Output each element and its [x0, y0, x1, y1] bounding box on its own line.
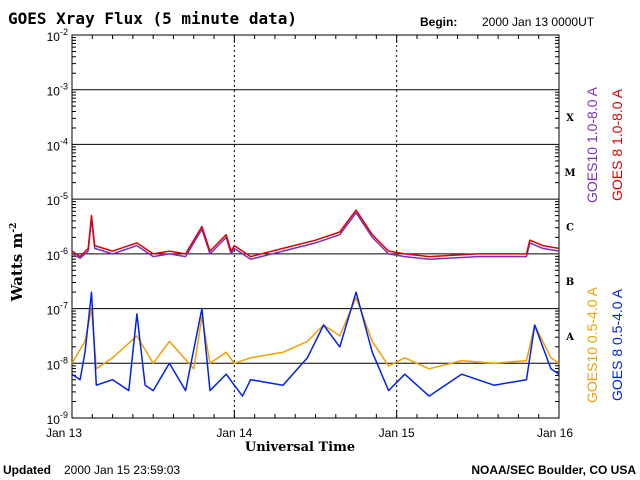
legend-entry: GOES 8 0.5-4.0 A [609, 288, 625, 401]
x-tick-label: Jan 15 [379, 426, 415, 440]
x-axis-label: Universal Time [245, 440, 355, 455]
y-tick-label: 10-5 [47, 191, 68, 208]
x-tick-label: Jan 16 [537, 426, 573, 440]
updated-label: Updated [3, 463, 51, 477]
y-axis-label: Watts m-2 [8, 223, 26, 303]
chart-title: GOES Xray Flux (5 minute data) [8, 9, 297, 28]
flare-class-labels: X M C B A [564, 113, 575, 343]
updated-value: 2000 Jan 15 23:59:03 [64, 463, 180, 477]
flare-class-label: A [565, 332, 574, 343]
legend-entry: GOES10 1.0-8.0 A [584, 86, 600, 203]
series-line-0 [71, 212, 560, 261]
y-tick-label: 10-3 [47, 82, 68, 99]
begin-label: Begin: [420, 15, 457, 29]
y-tick-label: 10-7 [47, 301, 68, 318]
flare-class-label: M [564, 168, 575, 179]
y-tick-label: 10-6 [47, 246, 68, 263]
x-tick-label: Jan 14 [216, 426, 252, 440]
series-line-1 [71, 209, 560, 258]
y-axis-label-text: Watts m [8, 233, 26, 303]
flare-class-label: X [566, 113, 574, 124]
grid-lines [72, 35, 559, 418]
y-axis-ticks: 10-2 10-3 10-4 10-5 10-6 10-7 10-8 10-9 [47, 27, 559, 427]
series-line-3 [71, 291, 560, 397]
flare-class-label: C [566, 223, 574, 234]
y-tick-label: 10-2 [47, 27, 68, 44]
legend-entry: GOES10 0.5-4.0 A [584, 286, 600, 403]
begin-value: 2000 Jan 13 0000UT [482, 15, 595, 29]
series-line-2 [71, 296, 560, 370]
y-tick-label: 10-8 [47, 355, 68, 372]
svg-text:Watts m-2: Watts m-2 [8, 223, 26, 303]
y-tick-label: 10-9 [47, 410, 68, 427]
y-axis-label-exponent: -2 [9, 223, 19, 233]
plot-frame [71, 34, 560, 419]
legend-entry: GOES 8 1.0-8.0 A [609, 88, 625, 201]
legend: GOES10 1.0-8.0 A GOES 8 1.0-8.0 A GOES10 0… [584, 86, 625, 403]
credit: NOAA/SEC Boulder, CO USA [471, 463, 636, 477]
x-tick-label: Jan 13 [46, 426, 82, 440]
series-group [71, 209, 560, 397]
y-tick-label: 10-4 [47, 136, 68, 153]
flare-class-label: B [566, 277, 574, 288]
x-axis-ticks: Jan 13 Jan 14 Jan 15 Jan 16 [46, 35, 573, 440]
